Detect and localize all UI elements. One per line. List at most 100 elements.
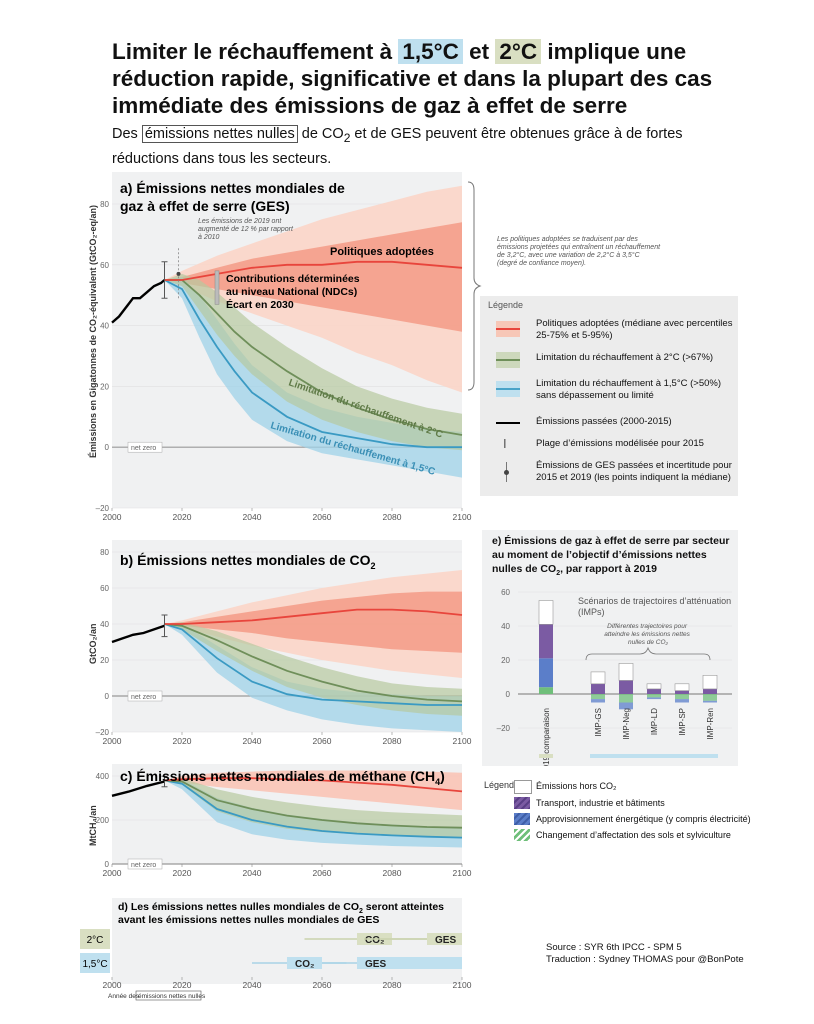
ndc-gap-bar (214, 270, 220, 305)
x-tick-label: 2100 (453, 736, 472, 746)
legend2-swatch-energy (514, 813, 530, 825)
x-tick-label: 2080 (383, 868, 402, 878)
category-label: IMP-SP (678, 708, 687, 736)
line-historical (111, 279, 166, 324)
panel-e-subtitle-2: (IMPs) (578, 607, 605, 617)
line-policies (164, 608, 463, 625)
row-15c-box (80, 953, 110, 973)
legend-label-policies: Politiques adoptées (médiane avec percen… (536, 318, 733, 341)
y-tick-label: –20 (96, 504, 110, 513)
bar-IMP-LD (647, 694, 661, 698)
legend-title: Légende (488, 300, 524, 310)
subtitle-sub: 2 (343, 130, 351, 145)
legend-label-range: Plage d’émissions modélisée pour 2015 (536, 438, 704, 449)
legend-item-policies: Politiques adoptées (médiane avec percen… (496, 318, 736, 346)
y-tick-label: 20 (100, 382, 109, 391)
title-text-1: Limiter le réchauffement à (112, 39, 399, 64)
title-text-2: et (462, 39, 496, 64)
subtitle-boxed: émissions nettes nulles (141, 125, 298, 143)
row-2c-label: 2°C (87, 935, 104, 946)
legend-item-15c: Limitation du réchauffement à 1,5°C (>50… (496, 378, 736, 406)
bar-2019 comparaison (539, 687, 553, 694)
y-tick-label: 0 (506, 690, 511, 699)
bar-GES (357, 957, 462, 969)
category-label: IMP-Neg (622, 708, 631, 740)
legend-uncertainty-dot (504, 470, 509, 475)
subtitle-text-1: Des (112, 126, 142, 142)
legend2-label-nonco2: Émissions hors CO₂ (536, 781, 617, 791)
d-axis-box (135, 990, 202, 1001)
panel-d-title-text: d) Les émissions nettes nulles mondiales… (118, 901, 359, 913)
y-tick-label: 400 (96, 772, 110, 781)
legend2-swatch-nonco2 (514, 780, 532, 794)
legend2-label-land: Changement d’affectation des sols et syl… (536, 830, 731, 840)
x-tick-label: 2040 (243, 980, 262, 990)
panel-d-title-sub: 2 (359, 908, 363, 915)
row-2c-box (80, 929, 110, 949)
x-tick-label: 2060 (313, 868, 332, 878)
x-tick-label: 2040 (243, 868, 262, 878)
bar-2019 comparaison (538, 600, 554, 625)
panel-c-title-sub: 4 (435, 777, 440, 787)
y-tick-label: 20 (100, 656, 109, 665)
bar-IMP-Neg (619, 702, 633, 710)
category-label: IMP-LD (650, 708, 659, 735)
panel-d-title-1: d) Les émissions nettes nulles mondiales… (118, 901, 444, 915)
legend-label-past: Émissions passées (2000-2015) (536, 416, 672, 427)
panel-e-title-3: nulles de CO2, par rapport à 2019 (492, 562, 742, 581)
panel-a-title-2: gaz à effet de serre (GES) (120, 198, 290, 214)
panel-e-title-3-text: nulles de CO (492, 563, 557, 575)
bar-IMP-Ren (703, 700, 717, 703)
bar-CO2 (287, 957, 322, 969)
note-policies-line: (degré de confiance moyen). (497, 260, 586, 267)
y-tick-label: 80 (100, 548, 109, 557)
legend-range-icon: I (503, 436, 507, 451)
y-tick-label: 0 (105, 860, 110, 869)
panel-b-title-sub: 2 (371, 561, 376, 571)
line-15c (164, 779, 463, 839)
y-tick-label: 80 (100, 200, 109, 209)
bar-IMP-LD (647, 688, 661, 694)
source-note: Source : SYR 6th IPCC - SPM 5 Traduction… (546, 942, 744, 966)
bar-label-CO2: CO₂ (365, 935, 384, 946)
x-tick-label: 2000 (103, 868, 122, 878)
chart-e-svg: –20 0 20 40 60 2019 comparaison IMP-GS IMP-Neg I… (497, 588, 732, 766)
legend-item-range: I Plage d’émissions modélisée pour 2015 (496, 436, 736, 452)
bar-IMP-GS (591, 694, 605, 700)
line-historical (111, 624, 165, 644)
net-zero-box (127, 858, 163, 870)
y-tick-label: 200 (96, 816, 110, 825)
legend-item-uncertainty: Émissions de GES passées et incertitude … (496, 460, 736, 488)
bar-IMP-SP (674, 683, 690, 691)
bar-IMP-SP (675, 694, 689, 700)
label-policies: Politiques adoptées (330, 246, 434, 258)
net-zero-label: net zero (131, 694, 156, 701)
bar-IMP-Ren (703, 694, 717, 701)
x-tick-label: 2100 (453, 512, 472, 522)
bar-IMP-Neg (618, 663, 634, 681)
panel-d-bg (112, 898, 462, 984)
note-2019-line: Les émissions de 2019 ont (198, 218, 282, 225)
note-policies-line: Les politiques adoptées se traduisent pa… (497, 236, 638, 243)
x-tick-label: 2080 (383, 736, 402, 746)
legend-swatch-2c (496, 352, 520, 368)
source-line-2: Traduction : Sydney THOMAS pour @BonPote (546, 954, 744, 965)
note-policies: Les politiques adoptées se traduisent pa… (497, 236, 662, 267)
bar-IMP-SP (675, 699, 689, 703)
panel-a-title-1: a) Émissions nettes mondiales de (120, 180, 345, 196)
row-15c-label: 1,5°C (82, 959, 107, 970)
y-tick-label: 60 (501, 588, 510, 597)
line-15c (164, 623, 462, 706)
panel-b-title-text: b) Émissions nettes mondiales de CO (120, 552, 371, 568)
label-ndc-3: Écart en 2030 (226, 298, 294, 311)
median-2019 (176, 271, 181, 276)
d-axis-prefix: Année des (108, 993, 140, 1000)
y-tick-label: 40 (100, 620, 109, 629)
panel-e (482, 530, 738, 766)
axis-label-c: MtCH₄/an (88, 805, 98, 846)
note-policies-line: émissions projetées qui entraînent un ré… (497, 244, 661, 251)
y-tick-label: –20 (96, 728, 110, 737)
panel-e-title-1: e) Émissions de gaz à effet de serre par… (492, 535, 730, 547)
band-2c (164, 622, 462, 716)
